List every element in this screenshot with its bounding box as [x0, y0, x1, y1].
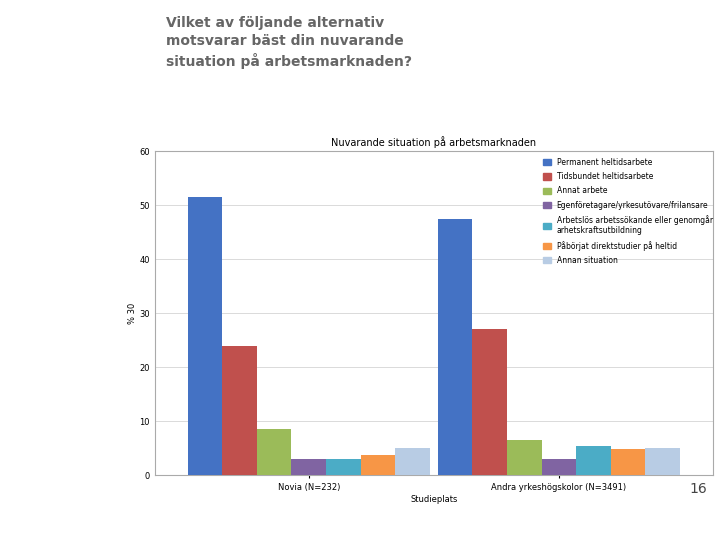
Text: NOVIA: NOVIA: [16, 54, 104, 78]
Bar: [507, 440, 541, 475]
Bar: [292, 459, 326, 475]
Text: YRKESHÖGSKOLAN: YRKESHÖGSKOLAN: [23, 31, 75, 36]
Bar: [472, 329, 507, 475]
Bar: [395, 448, 430, 475]
Text: 16: 16: [690, 482, 707, 496]
Title: Nuvarande situation på arbetsmarknaden: Nuvarande situation på arbetsmarknaden: [331, 136, 536, 147]
Bar: [222, 346, 257, 475]
Bar: [576, 446, 611, 475]
Bar: [611, 449, 645, 475]
Bar: [541, 459, 576, 475]
Bar: [187, 197, 222, 475]
Y-axis label: % 30: % 30: [127, 302, 137, 324]
Text: novia.fi: novia.fi: [328, 515, 392, 530]
Legend: Permanent heltidsarbete, Tidsbundet heltidsarbete, Annat arbete, Egenföretagare/: Permanent heltidsarbete, Tidsbundet helt…: [543, 158, 713, 265]
Bar: [645, 448, 680, 475]
Text: Vilket av följande alternativ
motsvarar bäst din nuvarande
situation på arbetsma: Vilket av följande alternativ motsvarar …: [166, 16, 412, 69]
Bar: [257, 429, 292, 475]
Bar: [361, 455, 395, 475]
X-axis label: Studieplats: Studieplats: [410, 495, 457, 504]
Bar: [326, 459, 361, 475]
Bar: [438, 219, 472, 475]
